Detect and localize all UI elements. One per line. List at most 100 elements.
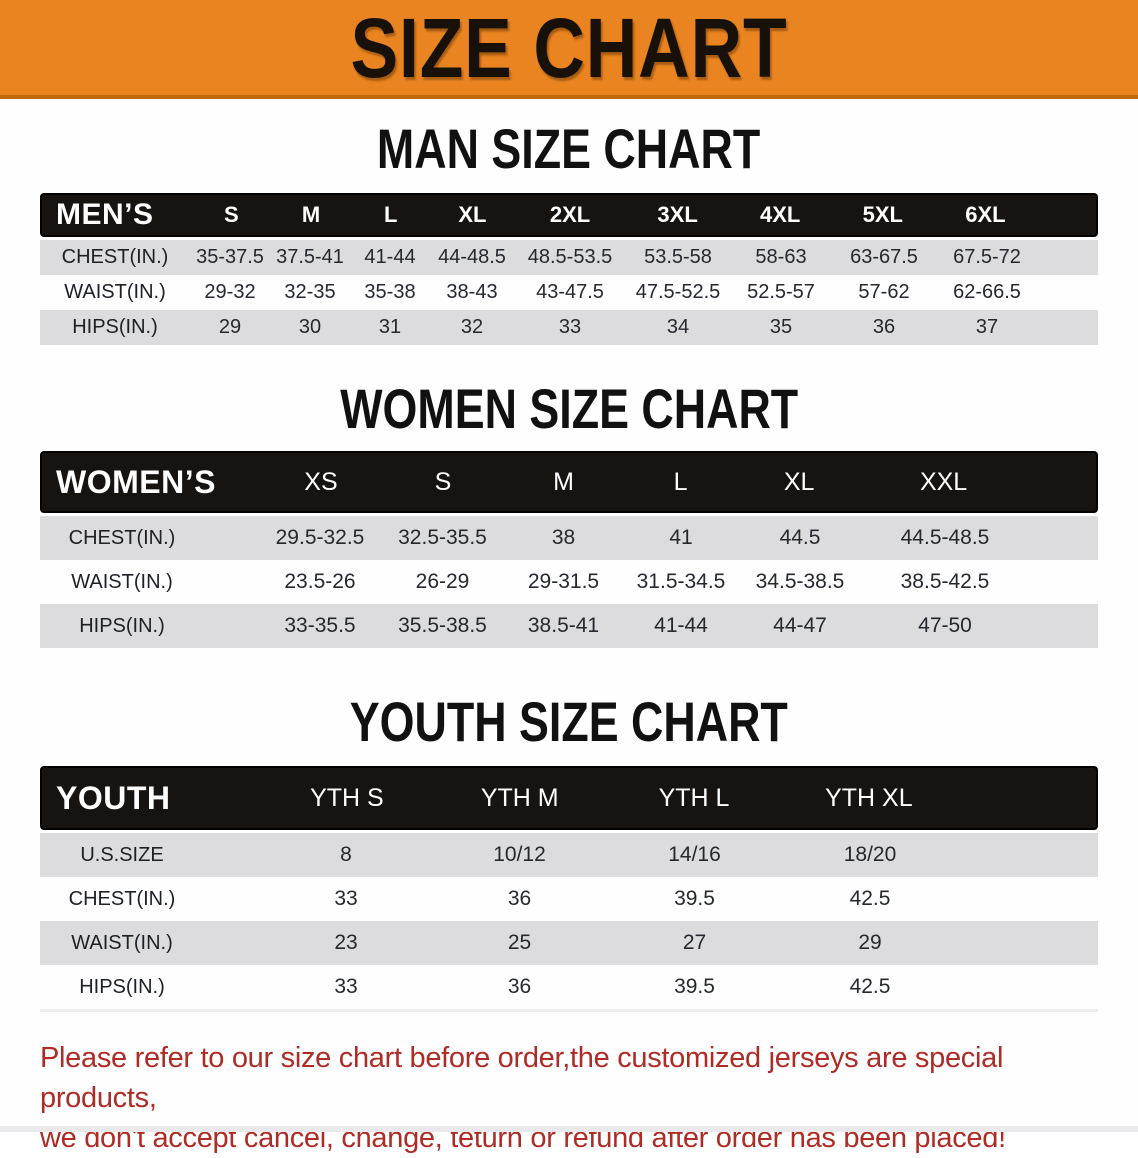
men-table-header: MEN’S S M L XL 2XL 3XL 4XL 5XL 6XL (40, 193, 1098, 237)
men-col-header-6xl: 6XL (965, 202, 1006, 227)
value-cell: 44-48.5 (438, 246, 506, 268)
value-cell: 48.5-53.5 (527, 246, 613, 268)
value-cell: 32-35 (284, 281, 336, 303)
value-cell: 35-38 (364, 281, 416, 303)
value-cell: 44.5-48.5 (900, 526, 990, 549)
women-col-header-xl: XL (783, 467, 815, 496)
value-cell: 57-62 (858, 281, 910, 303)
men-col-header-s: S (223, 202, 239, 227)
women-col-header-xs: XS (304, 467, 338, 496)
value-cell: 42.5 (849, 975, 891, 998)
value-cell: 47-50 (918, 614, 972, 637)
value-cell: 39.5 (674, 887, 715, 910)
row-label: CHEST(IN.) (68, 526, 176, 549)
youth-col-header-m: YTH M (480, 783, 559, 812)
value-cell: 44.5 (779, 526, 821, 549)
value-cell: 44-47 (773, 614, 827, 637)
value-cell: 37 (975, 316, 999, 338)
youth-group-label: YOUTH (56, 779, 171, 816)
value-cell: 47.5-52.5 (635, 281, 721, 303)
value-cell: 67.5-72 (953, 246, 1021, 268)
value-cell: 33 (334, 975, 358, 998)
value-cell: 39.5 (674, 975, 715, 998)
row-label: WAIST(IN.) (71, 931, 173, 954)
value-cell: 33 (558, 316, 582, 338)
men-section-title-text: MAN SIZE CHART (377, 117, 761, 180)
value-cell: 52.5-57 (747, 281, 815, 303)
image-bottom-edge (0, 1126, 1138, 1132)
value-cell: 38.5-41 (527, 614, 600, 637)
youth-size-table: YOUTH YTH S YTH M YTH L YTH XL U.S.SIZE … (40, 766, 1098, 1012)
row-label: HIPS(IN.) (72, 316, 158, 338)
row-label: U.S.SIZE (80, 843, 164, 866)
disclaimer-line-2: we don't accept cancel, change, teturn o… (40, 1122, 1006, 1154)
women-section-title: WOMEN SIZE CHART (0, 381, 1138, 437)
men-col-header-5xl: 5XL (862, 202, 903, 227)
youth-ussize-row: U.S.SIZE 8 10/12 14/16 18/20 (40, 833, 1098, 877)
women-col-header-m: M (553, 467, 574, 496)
value-cell: 41-44 (654, 614, 708, 637)
value-cell: 37.5-41 (276, 246, 344, 268)
youth-col-header-xl: YTH XL (825, 783, 913, 812)
men-group-label: MEN’S (56, 198, 154, 231)
value-cell: 35 (769, 316, 793, 338)
value-cell: 29.5-32.5 (275, 526, 365, 549)
value-cell: 29 (218, 316, 242, 338)
row-label: WAIST(IN.) (64, 281, 166, 303)
men-section-title: MAN SIZE CHART (0, 121, 1138, 177)
men-size-table: MEN’S S M L XL 2XL 3XL 4XL 5XL 6XL CHEST… (40, 193, 1098, 345)
men-hips-row: HIPS(IN.) 29 30 31 32 33 34 35 36 37 (40, 310, 1098, 345)
value-cell: 18/20 (843, 843, 897, 866)
value-cell: 31 (378, 316, 402, 338)
disclaimer-note: Please refer to our size chart before or… (40, 1038, 1098, 1158)
value-cell: 25 (507, 931, 532, 954)
youth-waist-row: WAIST(IN.) 23 25 27 29 (40, 921, 1098, 965)
value-cell: 33-35.5 (284, 614, 356, 637)
women-hips-row: HIPS(IN.) 33-35.5 35.5-38.5 38.5-41 41-4… (40, 604, 1098, 648)
value-cell: 32 (460, 316, 484, 338)
disclaimer-line-1: Please refer to our size chart before or… (40, 1042, 1004, 1114)
value-cell: 35.5-38.5 (398, 614, 487, 637)
row-label: HIPS(IN.) (79, 614, 165, 637)
value-cell: 29-31.5 (527, 570, 600, 593)
value-cell: 8 (340, 843, 352, 866)
value-cell: 35-37.5 (196, 246, 264, 268)
youth-col-header-l: YTH L (658, 783, 730, 812)
youth-section-title-text: YOUTH SIZE CHART (349, 690, 789, 753)
women-col-header-s: S (434, 467, 452, 496)
value-cell: 30 (298, 316, 322, 338)
value-cell: 27 (682, 931, 707, 954)
women-size-table: WOMEN’S XS S M L XL XXL CHEST(IN.) 29.5-… (40, 451, 1098, 648)
value-cell: 10/12 (493, 843, 546, 866)
women-waist-row: WAIST(IN.) 23.5-26 26-29 29-31.5 31.5-34… (40, 560, 1098, 604)
value-cell: 38 (551, 526, 576, 549)
value-cell: 33 (334, 887, 358, 910)
youth-col-header-s: YTH S (310, 783, 384, 812)
value-cell: 36 (872, 316, 896, 338)
value-cell: 62-66.5 (953, 281, 1021, 303)
row-label: HIPS(IN.) (79, 975, 165, 998)
men-col-header-l: L (383, 202, 398, 227)
youth-section-title: YOUTH SIZE CHART (0, 694, 1138, 750)
men-col-header-3xl: 3XL (657, 202, 698, 227)
value-cell: 63-67.5 (850, 246, 918, 268)
value-cell: 58-63 (755, 246, 807, 268)
women-chest-row: CHEST(IN.) 29.5-32.5 32.5-35.5 38 41 44.… (40, 516, 1098, 560)
value-cell: 38-43 (446, 281, 498, 303)
value-cell: 23.5-26 (284, 570, 356, 593)
banner: SIZE CHART (0, 0, 1138, 99)
youth-chest-row: CHEST(IN.) 33 36 39.5 42.5 (40, 877, 1098, 921)
row-label: CHEST(IN.) (61, 246, 169, 268)
row-label: CHEST(IN.) (68, 887, 176, 910)
women-table-header: WOMEN’S XS S M L XL XXL (40, 451, 1098, 513)
men-waist-row: WAIST(IN.) 29-32 32-35 35-38 38-43 43-47… (40, 275, 1098, 310)
men-col-header-2xl: 2XL (549, 202, 591, 227)
row-label: WAIST(IN.) (71, 570, 173, 593)
value-cell: 36 (507, 887, 532, 910)
youth-table-header: YOUTH YTH S YTH M YTH L YTH XL (40, 766, 1098, 830)
banner-title: SIZE CHART (350, 0, 788, 95)
women-col-header-l: L (673, 467, 688, 496)
men-col-header-xl: XL (458, 202, 487, 227)
value-cell: 14/16 (668, 843, 721, 866)
